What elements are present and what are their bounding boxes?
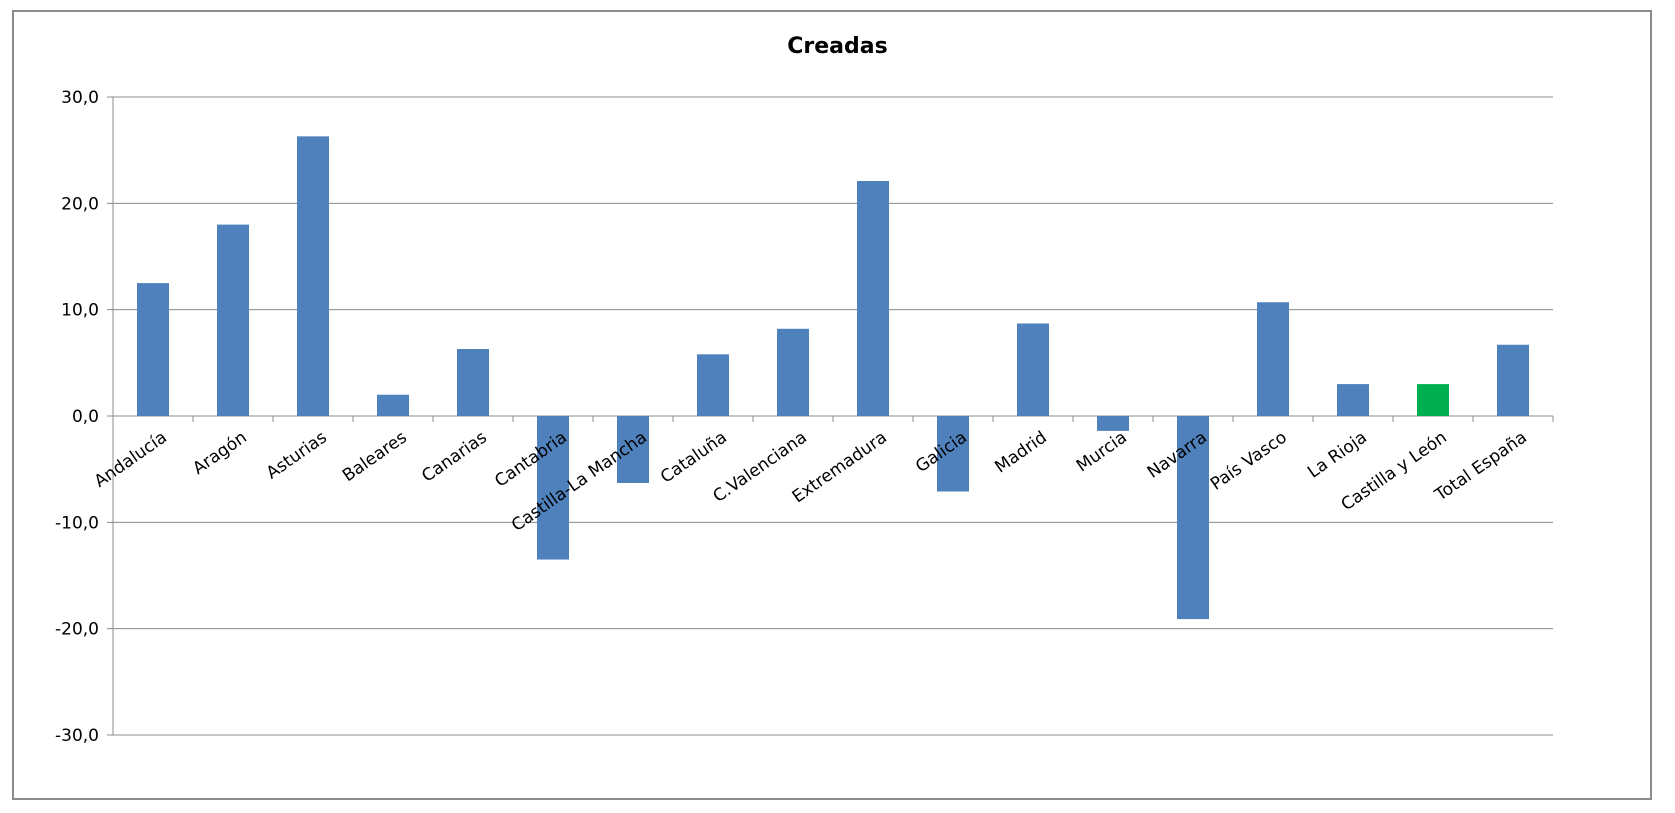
x-category-label: Asturias [263, 427, 331, 483]
x-category-label: Canarias [418, 427, 491, 486]
bar-andaluc-a [137, 283, 169, 416]
y-tick-label: -10,0 [55, 513, 99, 533]
y-tick-label: 10,0 [61, 301, 99, 321]
bar-murcia [1097, 416, 1129, 431]
x-category-label: Cataluña [657, 428, 731, 488]
bar-total-espa-a [1497, 344, 1529, 416]
y-axis-tick-labels: 30,0 20,0 10,0 0,0 -10,0 -20,0 -30,0 [55, 88, 99, 746]
bar-catalu-a [697, 354, 729, 416]
y-tick-label: 20,0 [61, 194, 99, 214]
x-category-label: Aragón [189, 428, 250, 479]
x-axis-category-labels: Andalucía Aragón Asturias Baleares Canarias C… [91, 427, 1531, 535]
bar-madrid [1017, 323, 1049, 416]
y-tick-label: -30,0 [55, 726, 99, 746]
bars [137, 136, 1529, 620]
x-category-label: Murcia [1073, 428, 1131, 477]
bar-la-rioja [1337, 384, 1369, 416]
x-category-label: País Vasco [1207, 428, 1291, 495]
bar-castilla-la-mancha [617, 416, 649, 483]
x-category-label: Andalucía [91, 428, 171, 492]
bar-extremadura [857, 181, 889, 416]
bar-c-valenciana [777, 328, 809, 416]
bar-navarra [1177, 416, 1209, 620]
x-category-label: Baleares [339, 427, 411, 486]
chart-title: Creadas [787, 34, 888, 59]
bar-castilla-y-le-n [1417, 384, 1449, 416]
gridlines [107, 96, 1554, 736]
x-category-label: Madrid [991, 428, 1050, 478]
x-category-label: La Rioja [1304, 428, 1371, 483]
bar-pa-s-vasco [1257, 302, 1289, 416]
bar-baleares [377, 394, 409, 416]
bar-canarias [457, 349, 489, 416]
bar-arag-n [217, 224, 249, 416]
bar-galicia [937, 416, 969, 492]
bar-asturias [297, 136, 329, 417]
y-tick-label: 30,0 [61, 88, 99, 108]
bar-cantabria [537, 416, 569, 560]
y-tick-label: 0,0 [72, 407, 99, 427]
chart-frame [12, 10, 1652, 800]
y-tick-label: -20,0 [55, 620, 99, 640]
